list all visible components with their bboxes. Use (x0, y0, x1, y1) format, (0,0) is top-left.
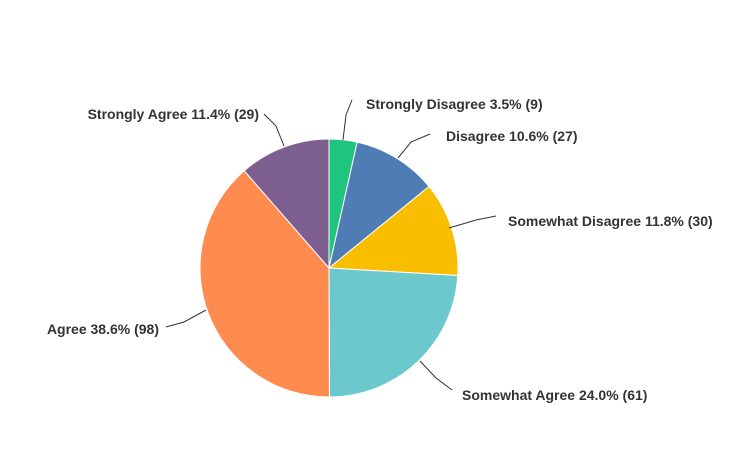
leader-line-somewhat-disagree (448, 215, 497, 229)
slice-agree (199, 170, 330, 398)
leader-line-agree (165, 309, 207, 328)
slice-label-disagree: Disagree 10.6% (27) (446, 128, 578, 144)
labels-layer: Strongly Disagree 3.5% (9) Disagree 10.6%… (47, 96, 713, 403)
slice-label-strongly-disagree: Strongly Disagree 3.5% (9) (366, 96, 543, 112)
slices-layer (199, 138, 459, 398)
slice-label-somewhat-agree: Somewhat Agree 24.0% (61) (462, 387, 647, 403)
slice-disagree (328, 141, 430, 270)
leader-lines-layer (165, 99, 497, 391)
slice-label-agree: Agree 38.6% (98) (47, 321, 159, 337)
leader-line-strongly-agree (263, 113, 285, 147)
leader-line-somewhat-agree (419, 360, 453, 391)
slice-label-somewhat-disagree: Somewhat Disagree 11.8% (30) (508, 213, 713, 229)
slice-somewhat-disagree (327, 185, 459, 277)
slice-label-strongly-agree: Strongly Agree 11.4% (29) (88, 106, 259, 122)
leader-line-disagree (397, 133, 431, 159)
slice-strongly-agree (243, 138, 330, 270)
slice-somewhat-agree (328, 267, 459, 398)
leader-line-strongly-disagree (342, 99, 353, 141)
